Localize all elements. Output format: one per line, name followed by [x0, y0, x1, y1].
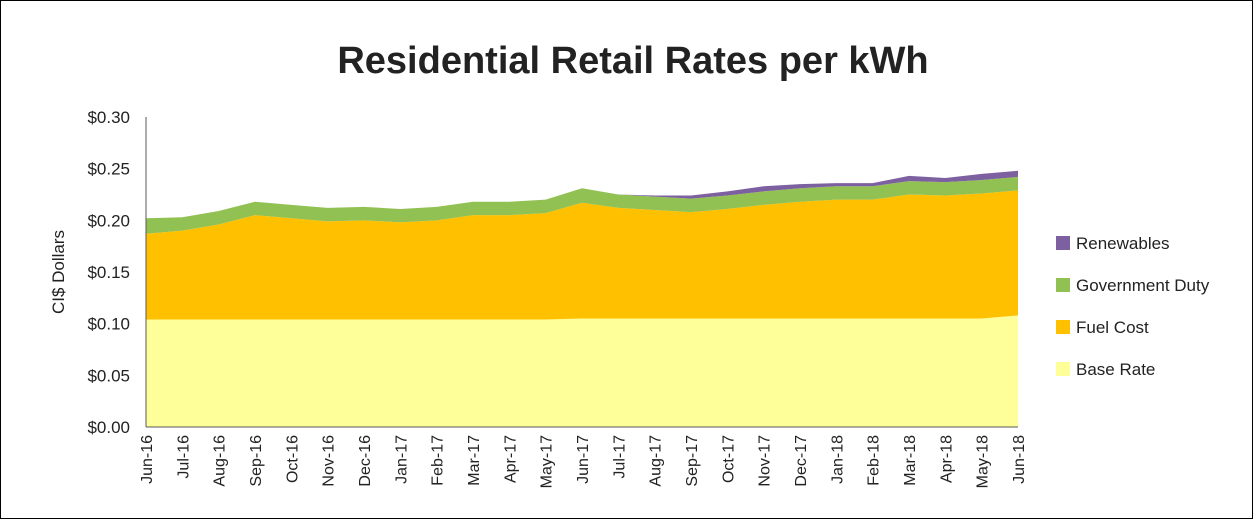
x-tick-label: Mar-17 — [466, 435, 483, 486]
y-tick-label: $0.20 — [87, 211, 130, 230]
x-tick-label: Aug-17 — [648, 435, 665, 487]
x-tick-label: Apr-18 — [938, 435, 955, 483]
x-tick-label: May-18 — [975, 435, 992, 488]
x-tick-label: Jun-16 — [139, 435, 156, 484]
x-tick-label: Apr-17 — [502, 435, 519, 483]
legend: Renewables Government Duty Fuel Cost Base R… — [1056, 234, 1210, 379]
x-tick-label: Jun-18 — [1011, 435, 1028, 484]
x-tick-label: Nov-16 — [321, 435, 338, 487]
y-tick-label: $0.00 — [87, 418, 130, 437]
x-tick-label: Nov-17 — [757, 435, 774, 487]
x-tick-label: Jun-17 — [575, 435, 592, 484]
legend-item-government-duty: Government Duty — [1056, 276, 1210, 295]
legend-item-renewables: Renewables — [1056, 234, 1170, 253]
legend-swatch — [1056, 278, 1070, 292]
x-tick-label: Dec-16 — [357, 435, 374, 487]
x-tick-label: Feb-18 — [866, 435, 883, 486]
legend-swatch — [1056, 320, 1070, 334]
legend-item-base-rate: Base Rate — [1056, 360, 1155, 379]
x-tick-label: Aug-16 — [212, 435, 229, 487]
legend-swatch — [1056, 362, 1070, 376]
x-tick-label: Sep-17 — [684, 435, 701, 487]
y-tick-label: $0.30 — [87, 108, 130, 127]
x-tick-label: Dec-17 — [793, 435, 810, 487]
x-tick-label: Jul-16 — [175, 435, 192, 479]
x-tick-label: Jul-17 — [611, 435, 628, 479]
legend-swatch — [1056, 236, 1070, 250]
y-tick-label: $0.05 — [87, 366, 130, 385]
legend-item-fuel-cost: Fuel Cost — [1056, 318, 1149, 337]
y-axis-label: CI$ Dollars — [49, 230, 68, 314]
x-tick-label: Feb-17 — [430, 435, 447, 486]
area-government-duty — [146, 176, 1018, 234]
x-tick-label: Mar-18 — [902, 435, 919, 486]
axes-group — [145, 117, 1018, 428]
area-base-rate — [146, 315, 1018, 427]
x-tick-label: Oct-17 — [720, 435, 737, 483]
x-tick-label: Jan-18 — [829, 435, 846, 484]
area-series-group — [146, 170, 1018, 427]
legend-label: Government Duty — [1076, 276, 1210, 295]
x-tick-label: Oct-16 — [284, 435, 301, 483]
y-tick-labels: $0.00 $0.05 $0.10 $0.15 $0.20 $0.25 $0.30 — [87, 108, 130, 437]
x-tick-label: Jan-17 — [393, 435, 410, 484]
y-tick-label: $0.10 — [87, 315, 130, 334]
legend-label: Renewables — [1076, 234, 1170, 253]
y-tick-label: $0.25 — [87, 160, 130, 179]
x-tick-label: Sep-16 — [248, 435, 265, 487]
y-tick-label: $0.15 — [87, 263, 130, 282]
x-tick-label: May-17 — [539, 435, 556, 488]
x-tick-labels: Jun-16 Jul-16 Aug-16 Sep-16 Oct-16 Nov-16 Dec-… — [139, 435, 1028, 488]
legend-label: Base Rate — [1076, 360, 1155, 379]
legend-label: Fuel Cost — [1076, 318, 1149, 337]
area-fuel-cost — [146, 190, 1018, 320]
chart-title: Residential Retail Rates per kWh — [337, 40, 928, 82]
